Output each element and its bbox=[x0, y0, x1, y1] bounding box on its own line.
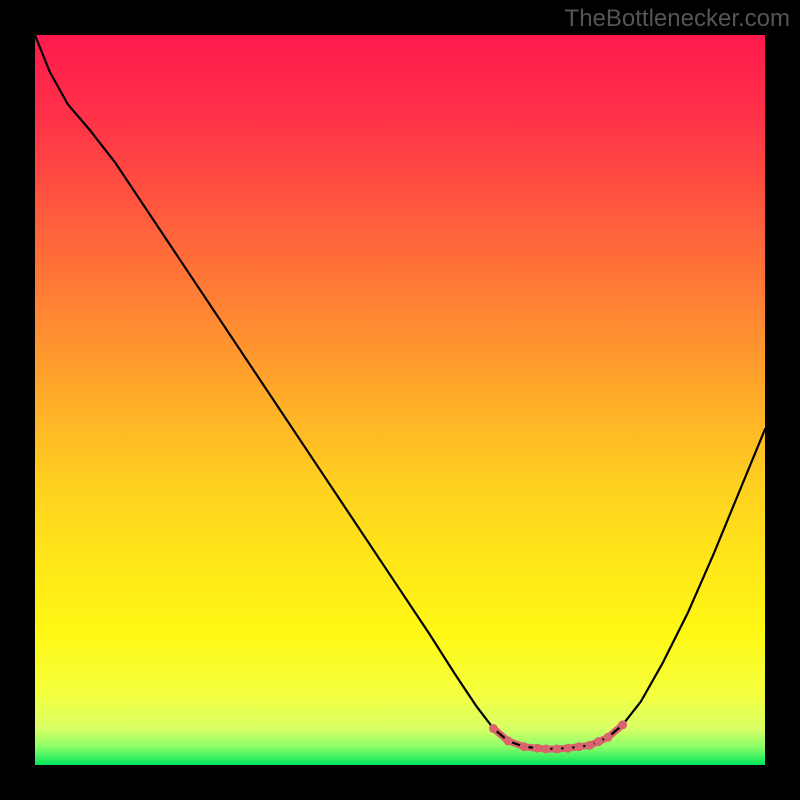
watermark-text: TheBottlenecker.com bbox=[565, 5, 790, 33]
bottleneck-curve bbox=[35, 35, 765, 749]
chart-area bbox=[35, 35, 765, 765]
highlight-dots bbox=[489, 720, 627, 753]
curve-layer bbox=[35, 35, 765, 765]
